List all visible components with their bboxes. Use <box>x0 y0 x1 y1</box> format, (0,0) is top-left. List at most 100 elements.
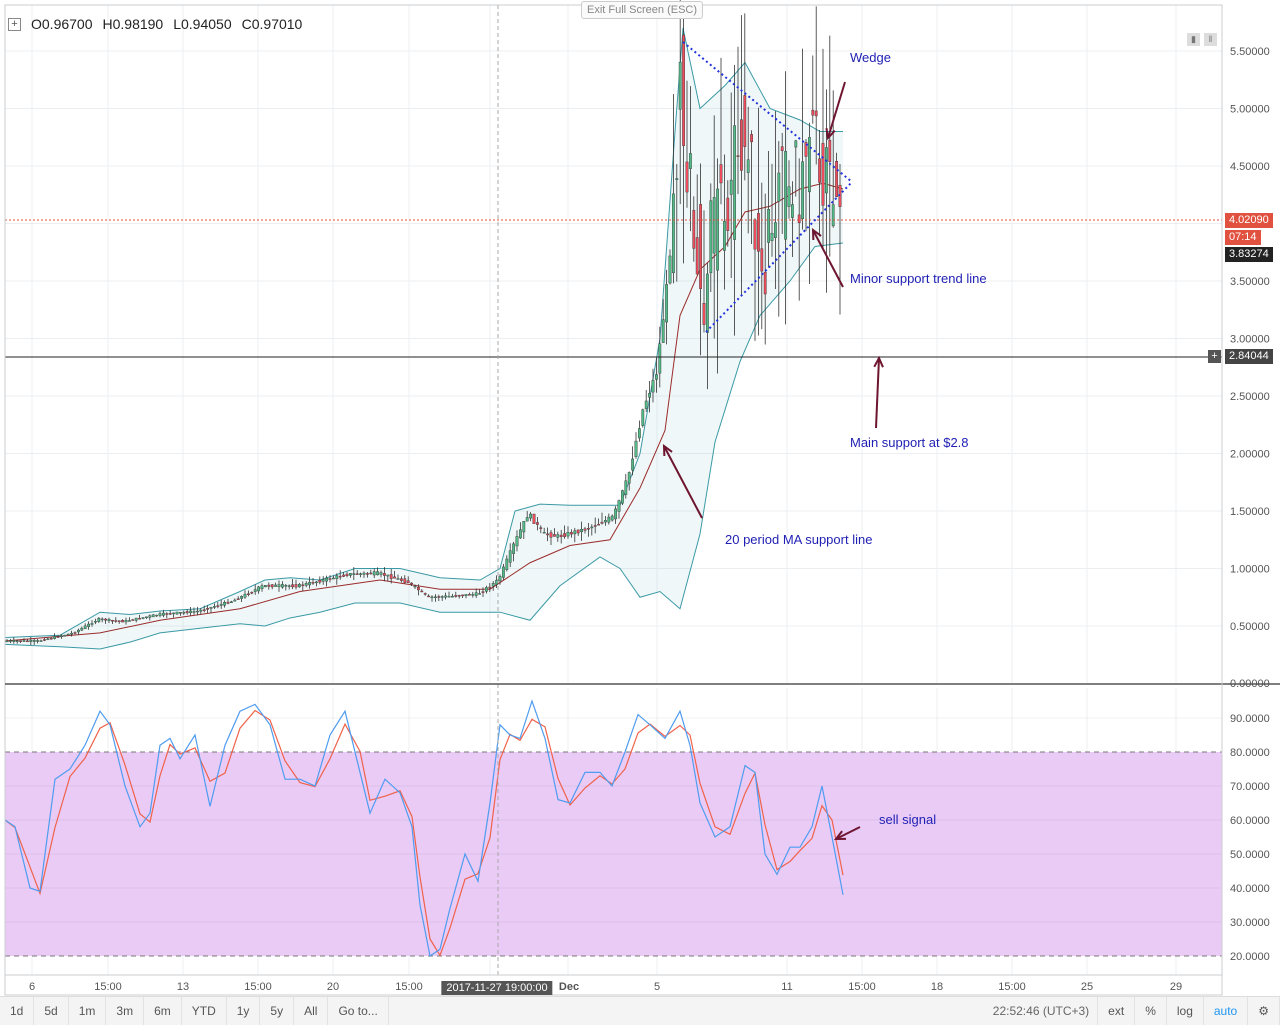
minor-support-arrow <box>812 229 844 288</box>
time-tick-label: 15:00 <box>395 981 423 993</box>
candle-body <box>104 618 108 621</box>
timeframe-3m[interactable]: 3m <box>106 997 145 1025</box>
percent-toggle[interactable]: % <box>1135 997 1167 1025</box>
osc-tick-label: 40.0000 <box>1230 883 1270 895</box>
candle-body <box>352 573 356 575</box>
candle-body <box>182 611 186 614</box>
candle-body <box>26 640 29 643</box>
price-tick-label: 0.50000 <box>1230 621 1270 633</box>
candle-body <box>539 527 543 529</box>
candle-body <box>144 616 148 619</box>
exit-full-screen-button[interactable]: Exit Full Screen (ESC) <box>581 1 704 19</box>
timeframe-all[interactable]: All <box>294 997 329 1025</box>
candle-body <box>219 603 223 606</box>
time-tick-label: 18 <box>930 981 944 993</box>
candle-body <box>386 574 390 577</box>
candle-body <box>607 516 611 523</box>
timeframe-1d[interactable]: 1d <box>0 997 35 1025</box>
candle-body <box>287 585 291 587</box>
osc-tick-label: 80.0000 <box>1230 747 1270 759</box>
candle-body <box>767 209 771 243</box>
candle-body <box>570 532 573 535</box>
candle-body <box>471 594 475 596</box>
candle-body <box>46 638 50 641</box>
ohlc-close: C0.97010 <box>241 16 303 32</box>
timeframe-5d[interactable]: 5d <box>34 997 69 1025</box>
candle-body <box>777 172 781 202</box>
timeframe-1m[interactable]: 1m <box>69 997 107 1025</box>
crosshair-time-label: 2017-11-27 19:00:00 <box>441 981 553 995</box>
candle-body <box>165 613 169 615</box>
candle-body <box>780 146 784 151</box>
candle-body <box>631 458 635 471</box>
goto-button[interactable]: Go to... <box>328 997 389 1025</box>
sell-signal-arrow <box>835 826 861 840</box>
candle-body <box>151 614 155 618</box>
candle-body <box>229 601 233 603</box>
candle-body <box>298 584 301 588</box>
pause-icon[interactable]: ‖ <box>1204 33 1217 46</box>
candle-body <box>185 611 189 614</box>
timeframe-ytd[interactable]: YTD <box>182 997 227 1025</box>
time-tick-label: 15:00 <box>244 981 272 993</box>
candle-body <box>342 574 345 577</box>
stoch-d-line <box>4 709 844 957</box>
candle-body <box>695 237 699 275</box>
candle-body <box>709 200 713 274</box>
candle-body <box>76 629 80 633</box>
log-toggle[interactable]: log <box>1167 997 1204 1025</box>
candle-body <box>576 529 580 534</box>
wedge-upper-line <box>682 41 853 183</box>
bb-lower-line <box>4 242 844 650</box>
ext-toggle[interactable]: ext <box>1097 997 1136 1025</box>
candle-body <box>597 523 601 526</box>
timeframe-1y[interactable]: 1y <box>227 997 261 1025</box>
candle-body <box>315 581 318 584</box>
timeframe-6m[interactable]: 6m <box>144 997 182 1025</box>
candle-body <box>158 613 162 616</box>
candle-body <box>447 595 451 598</box>
candle-body <box>427 595 430 598</box>
auto-toggle[interactable]: auto <box>1204 997 1249 1025</box>
candle-body <box>328 578 332 580</box>
price-tick-label: 1.00000 <box>1230 564 1270 576</box>
settings-icon[interactable]: ⚙ <box>1248 997 1280 1025</box>
candle-body <box>746 159 750 173</box>
candle-body <box>267 584 271 587</box>
candle-body <box>417 587 420 591</box>
timeframe-5y[interactable]: 5y <box>260 997 295 1025</box>
ohlc-legend: + O0.96700 H0.98190 L0.94050 C0.97010 <box>8 16 302 32</box>
candle-body <box>253 589 257 592</box>
price-tick-label: 3.00000 <box>1230 334 1270 346</box>
candle-body <box>168 613 172 615</box>
annotation-ma-support: 20 period MA support line <box>725 532 872 547</box>
stoch-band <box>5 752 1222 956</box>
candle-body <box>508 550 512 563</box>
candle-body <box>808 137 811 193</box>
candle-body <box>434 596 437 599</box>
candle-body <box>250 592 254 594</box>
candle-body <box>60 635 63 638</box>
candle-body <box>502 566 505 578</box>
candle-body <box>804 142 808 157</box>
candle-body <box>148 615 152 618</box>
candle-body <box>430 596 434 599</box>
time-tick-label: 5 <box>653 981 661 993</box>
candle-body <box>814 110 818 117</box>
candle-body <box>389 574 393 579</box>
candle-body <box>699 204 703 289</box>
candle-body <box>338 575 342 578</box>
time-tick-label: 13 <box>176 981 190 993</box>
candle-body <box>559 534 563 537</box>
candle-body <box>155 614 158 617</box>
candle-body <box>236 598 240 600</box>
time-tick-label: 29 <box>1169 981 1183 993</box>
screenshot-icon[interactable]: ▮ <box>1187 33 1200 46</box>
candle-body <box>661 319 665 343</box>
candle-body <box>161 612 165 616</box>
expand-icon[interactable]: + <box>8 17 21 31</box>
add-icon[interactable]: + <box>1208 350 1221 363</box>
price-tick-label: 5.50000 <box>1230 46 1270 58</box>
price-tick-label: 1.50000 <box>1230 506 1270 518</box>
